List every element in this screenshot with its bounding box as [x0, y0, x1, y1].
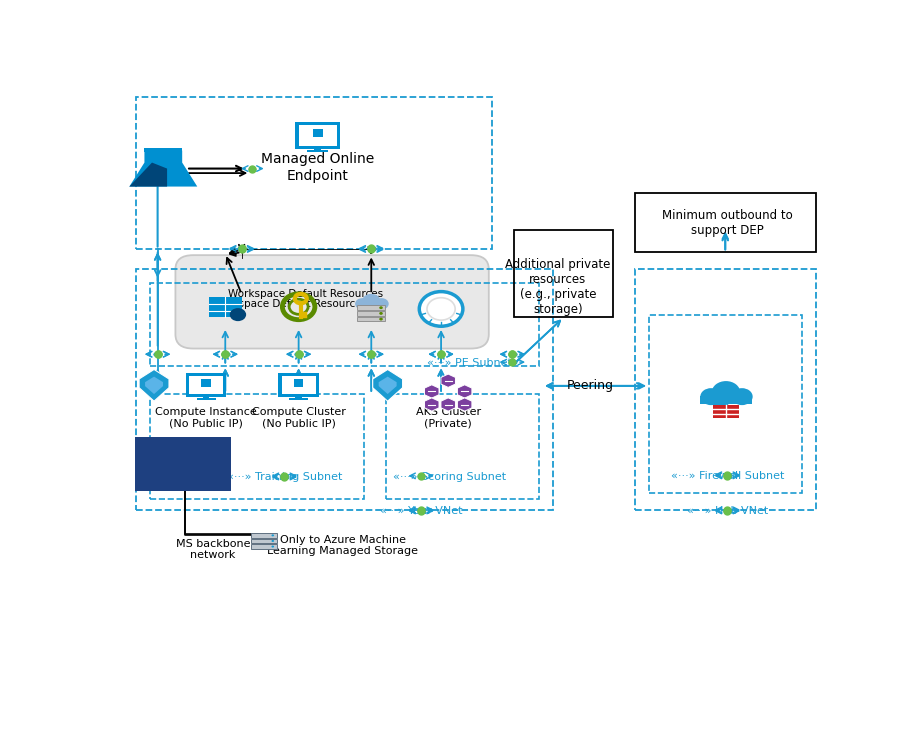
- Bar: [209, 297, 242, 318]
- Bar: [201, 379, 210, 387]
- Text: Peering: Peering: [567, 379, 614, 392]
- Bar: [635, 269, 816, 510]
- Bar: [514, 229, 614, 318]
- Bar: [136, 97, 493, 249]
- Polygon shape: [425, 385, 439, 398]
- Bar: [386, 394, 539, 498]
- Circle shape: [711, 394, 730, 408]
- Bar: [252, 545, 278, 549]
- Text: Managed Online
Endpoint: Managed Online Endpoint: [261, 152, 374, 182]
- Circle shape: [380, 318, 383, 320]
- Circle shape: [230, 308, 246, 321]
- Text: Compute Instance
(No Public IP): Compute Instance (No Public IP): [155, 406, 257, 429]
- Text: Only to Azure Machine
Learning Managed Storage: Only to Azure Machine Learning Managed S…: [267, 534, 418, 556]
- Polygon shape: [379, 376, 397, 394]
- Bar: [151, 394, 364, 498]
- Text: «···» Firewall Subnet: «···» Firewall Subnet: [671, 471, 784, 481]
- Bar: [135, 437, 231, 491]
- Circle shape: [419, 292, 463, 326]
- Bar: [713, 405, 739, 418]
- Text: «···» Scoring Subnet: «···» Scoring Subnet: [393, 472, 506, 482]
- Text: «···» Your VNet: «···» Your VNet: [380, 506, 462, 516]
- Polygon shape: [139, 370, 169, 401]
- Bar: [151, 284, 539, 365]
- Circle shape: [271, 540, 274, 542]
- Bar: [649, 315, 802, 493]
- Polygon shape: [130, 162, 167, 187]
- Bar: [136, 269, 553, 510]
- Circle shape: [711, 381, 740, 404]
- Polygon shape: [373, 370, 403, 401]
- Bar: [314, 148, 322, 150]
- Text: «···» PE Subnet: «···» PE Subnet: [427, 358, 512, 368]
- Bar: [357, 306, 385, 310]
- Text: «···» Hub VNet: «···» Hub VNet: [686, 506, 768, 516]
- Text: Additional private
resources
(e.g., private
storage): Additional private resources (e.g., priv…: [505, 259, 610, 316]
- Polygon shape: [441, 374, 456, 387]
- Bar: [281, 376, 316, 394]
- Bar: [294, 379, 303, 387]
- Text: MS backbone
network: MS backbone network: [176, 539, 250, 560]
- Circle shape: [362, 294, 380, 309]
- Text: «···» Training Subnet: «···» Training Subnet: [227, 472, 342, 482]
- Bar: [189, 376, 223, 394]
- Bar: [357, 317, 385, 321]
- Bar: [144, 148, 182, 152]
- Bar: [635, 193, 816, 252]
- Polygon shape: [425, 398, 439, 411]
- Bar: [307, 150, 328, 151]
- Circle shape: [700, 388, 721, 405]
- Bar: [252, 539, 278, 543]
- Bar: [357, 311, 385, 315]
- Text: Workspace Default Resources: Workspace Default Resources: [228, 289, 383, 299]
- Bar: [278, 373, 319, 397]
- Bar: [299, 126, 336, 146]
- Polygon shape: [441, 398, 456, 411]
- Bar: [186, 373, 226, 397]
- Text: AKS Cluster
(Private): AKS Cluster (Private): [415, 406, 481, 429]
- Polygon shape: [145, 376, 163, 394]
- Bar: [289, 398, 308, 400]
- Bar: [295, 396, 301, 398]
- Bar: [252, 533, 278, 537]
- Text: Workspace Default Resources: Workspace Default Resources: [211, 299, 367, 309]
- Circle shape: [271, 534, 274, 537]
- Bar: [197, 398, 216, 400]
- Polygon shape: [458, 385, 471, 398]
- Polygon shape: [458, 398, 471, 411]
- Bar: [203, 396, 210, 398]
- Circle shape: [380, 312, 383, 315]
- Bar: [295, 123, 340, 148]
- Circle shape: [271, 545, 274, 548]
- Text: Minimum outbound to
support DEP: Minimum outbound to support DEP: [662, 209, 793, 237]
- Polygon shape: [130, 151, 198, 187]
- FancyBboxPatch shape: [176, 255, 489, 348]
- Text: Service Endpoint
with  Service
endpoint policy: Service Endpoint with Service endpoint p…: [141, 455, 229, 489]
- Circle shape: [732, 388, 753, 405]
- Bar: [312, 129, 323, 137]
- Circle shape: [289, 299, 308, 315]
- Circle shape: [374, 298, 389, 309]
- Circle shape: [355, 298, 369, 309]
- Circle shape: [380, 306, 383, 309]
- Text: Compute Cluster
(No Public IP): Compute Cluster (No Public IP): [252, 406, 346, 429]
- Bar: [700, 395, 752, 404]
- Circle shape: [427, 298, 455, 320]
